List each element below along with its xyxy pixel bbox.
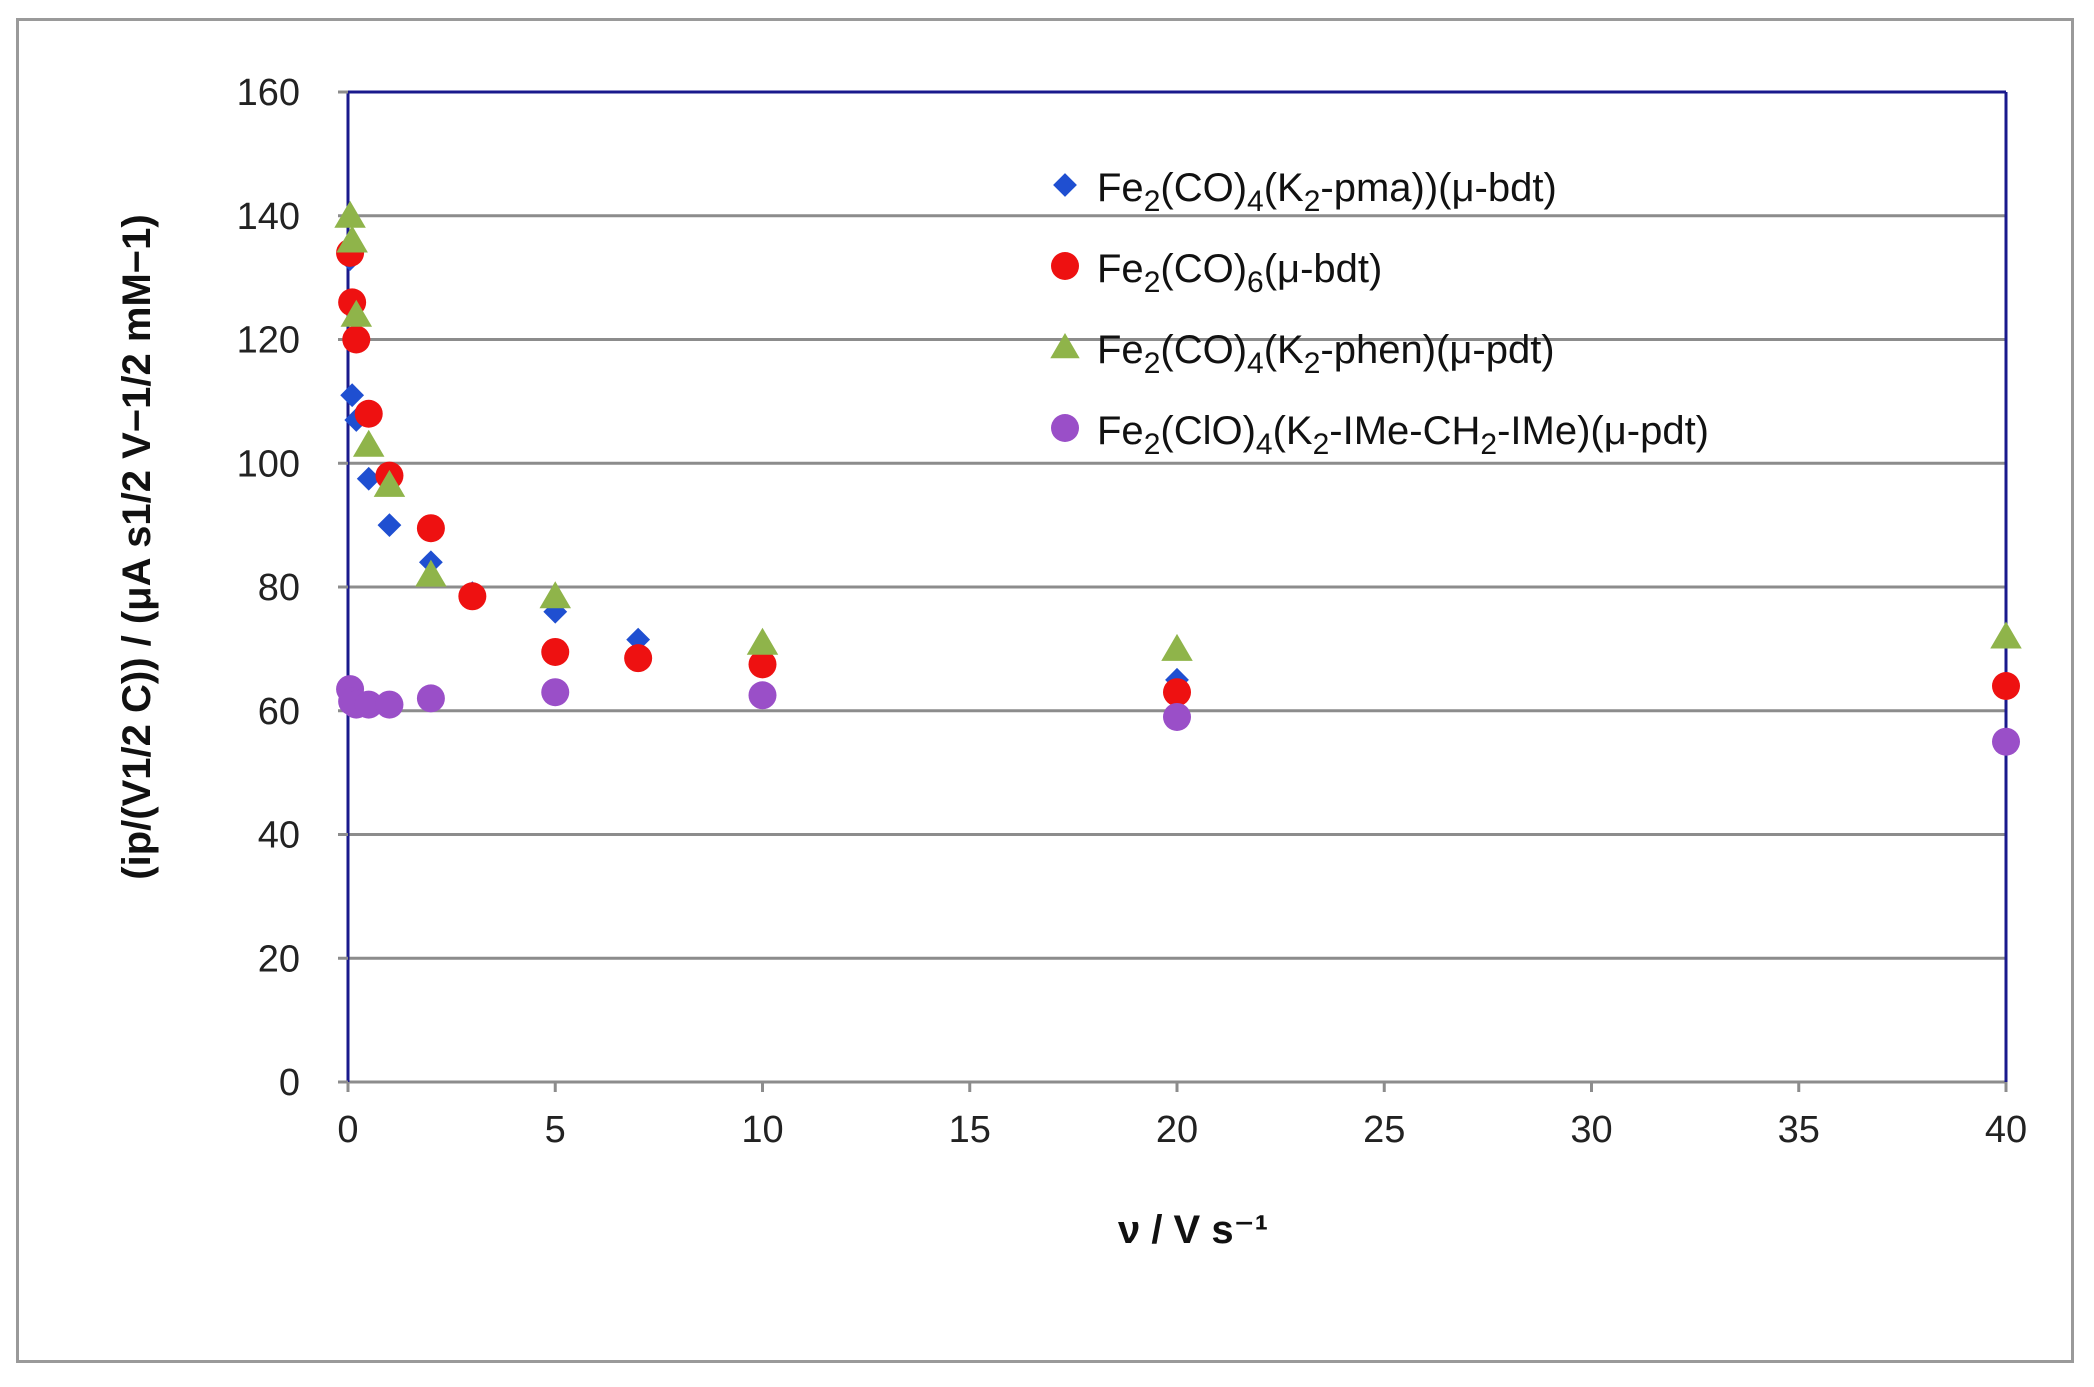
data-point xyxy=(416,514,445,543)
text-segment: (K xyxy=(1273,409,1313,453)
subscript: 4 xyxy=(1256,428,1273,461)
text-segment: Fe xyxy=(1097,166,1144,210)
text-segment: (ClO) xyxy=(1160,409,1256,453)
subscript: 2 xyxy=(1144,185,1161,218)
data-point xyxy=(415,559,447,587)
y-tick-label-120: 120 xyxy=(237,320,300,362)
x-tick-label-15: 15 xyxy=(949,1109,991,1151)
tick-labels: 0 5 10 15 20 25 30 35 40 0 20 40 60 80 100 120 140 160 xyxy=(237,72,2028,1151)
data-point xyxy=(1163,702,1191,731)
y-tick-label-60: 60 xyxy=(258,691,300,733)
x-tick-label-10: 10 xyxy=(741,1109,783,1151)
legend: Fe2​(CO)4​(K2​-pma))(μ-bdt) Fe2​(CO)6​(μ-… xyxy=(1050,166,1709,461)
x-tick-label-25: 25 xyxy=(1363,1109,1405,1151)
subscript: 4 xyxy=(1247,185,1264,218)
data-point xyxy=(748,650,777,679)
text-segment: Fe xyxy=(1097,247,1144,291)
text-segment: (μ-bdt) xyxy=(1264,247,1383,291)
text-segment: Fe xyxy=(1097,328,1144,372)
data-point xyxy=(340,383,365,408)
x-tick-label-20: 20 xyxy=(1156,1109,1198,1151)
data-point xyxy=(748,681,777,710)
subscript: 2 xyxy=(1304,185,1321,218)
data-point xyxy=(541,637,570,666)
data-point xyxy=(458,582,487,611)
text-segment: -IMe-CH xyxy=(1329,409,1480,453)
legend-marker-2 xyxy=(1051,252,1079,280)
series-3 xyxy=(334,200,2022,661)
data-points xyxy=(334,200,2022,756)
axis-titles: ν / V s⁻¹ (ip/(V1/2 C)) / (μA s1/2 V−1/2 … xyxy=(115,214,1268,1252)
subscript: 2 xyxy=(1144,347,1161,380)
data-point xyxy=(354,690,383,719)
text-segment: -pma))(μ-bdt) xyxy=(1320,166,1556,210)
grid-lines xyxy=(348,90,2006,960)
text-segment: (K xyxy=(1264,166,1304,210)
axes xyxy=(338,90,2008,1092)
data-point xyxy=(539,581,571,609)
subscript: 2 xyxy=(1144,266,1161,299)
data-point xyxy=(342,325,371,354)
data-point xyxy=(336,225,368,253)
subscript: 2 xyxy=(1304,347,1321,380)
text-segment: (CO) xyxy=(1160,247,1247,291)
text-segment: (CO) xyxy=(1160,166,1247,210)
data-point xyxy=(1992,672,2020,700)
data-point xyxy=(354,399,383,428)
data-point xyxy=(1161,633,1193,661)
y-tick-label-0: 0 xyxy=(279,1062,300,1104)
data-point xyxy=(340,299,373,327)
legend-label-3: Fe2​(CO)4​(K2​-phen)(μ-pdt) xyxy=(1097,328,1555,380)
x-axis-title: ν / V s⁻¹ xyxy=(1118,1208,1268,1252)
data-point xyxy=(1990,621,2022,649)
subscript: 6 xyxy=(1247,266,1264,299)
data-point xyxy=(377,513,402,538)
text-segment: -IMe)(μ-pdt) xyxy=(1497,409,1709,453)
legend-marker-4 xyxy=(1051,414,1079,442)
x-tick-label-40: 40 xyxy=(1985,1109,2027,1151)
data-point xyxy=(624,644,653,673)
x-tick-label-35: 35 xyxy=(1778,1109,1820,1151)
data-point xyxy=(356,466,381,491)
y-tick-label-160: 160 xyxy=(237,72,300,114)
series-1 xyxy=(338,247,2018,698)
subscript: 2 xyxy=(1480,428,1497,461)
data-point xyxy=(1163,678,1191,707)
data-point xyxy=(375,690,404,719)
subscript: 2 xyxy=(1313,428,1330,461)
data-point xyxy=(334,200,366,228)
text-segment: Fe xyxy=(1097,409,1144,453)
legend-label-4: Fe2​(ClO)4​(K2​-IMe-CH2​-IMe)(μ-pdt) xyxy=(1097,409,1709,461)
x-tick-label-5: 5 xyxy=(545,1109,566,1151)
legend-marker-1 xyxy=(1053,173,1077,197)
subscript: 4 xyxy=(1247,347,1264,380)
legend-marker-3 xyxy=(1050,333,1080,359)
series-4 xyxy=(336,675,2020,756)
legend-label-1: Fe2​(CO)4​(K2​-pma))(μ-bdt) xyxy=(1097,166,1557,218)
data-point xyxy=(352,429,385,457)
data-point xyxy=(416,684,445,713)
data-point xyxy=(1992,727,2020,756)
data-point xyxy=(541,678,570,707)
text-segment: (K xyxy=(1264,328,1304,372)
y-tick-label-140: 140 xyxy=(237,196,300,238)
y-tick-label-80: 80 xyxy=(258,567,300,609)
data-point xyxy=(746,627,779,655)
text-segment: -phen)(μ-pdt) xyxy=(1320,328,1554,372)
x-tick-label-30: 30 xyxy=(1570,1109,1612,1151)
y-tick-label-20: 20 xyxy=(258,938,300,980)
text-segment: (CO) xyxy=(1160,328,1247,372)
data-point xyxy=(373,469,406,497)
legend-label-2: Fe2​(CO)6​(μ-bdt) xyxy=(1097,247,1382,299)
x-tick-label-0: 0 xyxy=(337,1109,358,1151)
subscript: 2 xyxy=(1144,428,1161,461)
y-axis-title: (ip/(V1/2 C)) / (μA s1/2 V−1/2 mM−1) xyxy=(115,214,159,879)
y-tick-label-100: 100 xyxy=(237,443,300,485)
y-tick-label-40: 40 xyxy=(258,815,300,857)
